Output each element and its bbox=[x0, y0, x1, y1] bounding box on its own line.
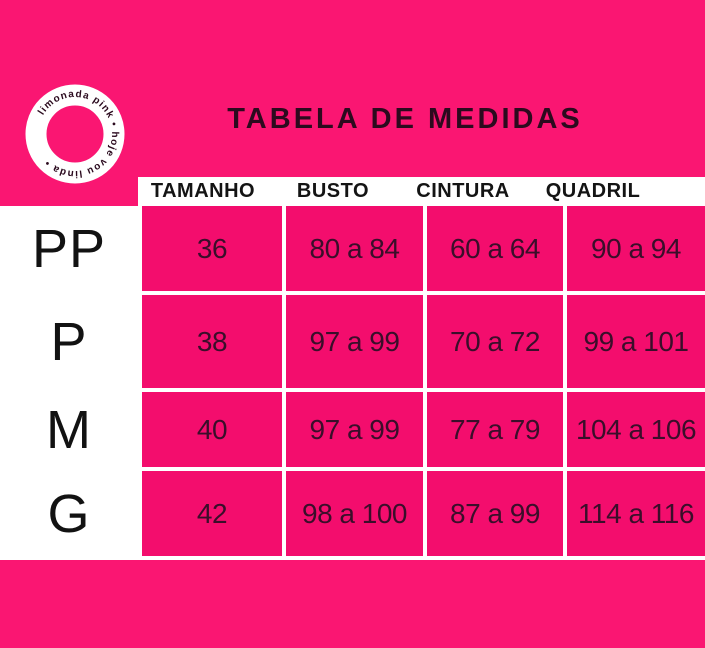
cell-p-busto: 97 a 99 bbox=[286, 295, 423, 388]
column-header-cintura: CINTURA bbox=[416, 180, 510, 202]
column-header-quadril: QUADRIL bbox=[545, 180, 641, 202]
table-header-row: TAMANHO BUSTO CINTURA QUADRIL bbox=[138, 177, 705, 206]
cell-pp-busto: 80 a 84 bbox=[286, 206, 423, 291]
cell-pp-quadril: 90 a 94 bbox=[567, 206, 705, 291]
size-label-p: P bbox=[50, 311, 88, 372]
column-header-tamanho: TAMANHO bbox=[150, 180, 256, 202]
cell-m-busto: 97 a 99 bbox=[286, 392, 423, 467]
logo-ring-icon: limonada pink • hoje vou linda • bbox=[13, 72, 136, 195]
brand-logo: limonada pink • hoje vou linda • bbox=[13, 72, 136, 195]
cell-m-tamanho: 40 bbox=[142, 392, 282, 467]
size-label-g: G bbox=[47, 483, 91, 544]
cell-g-tamanho: 42 bbox=[142, 471, 282, 556]
cell-g-busto: 98 a 100 bbox=[286, 471, 423, 556]
logo-ring bbox=[25, 84, 125, 184]
cell-pp-cintura: 60 a 64 bbox=[427, 206, 563, 291]
measurements-grid: 36 80 a 84 60 a 64 90 a 94 38 97 a 99 70… bbox=[138, 206, 705, 560]
cell-p-cintura: 70 a 72 bbox=[427, 295, 563, 388]
cell-pp-tamanho: 36 bbox=[142, 206, 282, 291]
page-title: TABELA DE MEDIDAS bbox=[227, 103, 583, 135]
size-label-column: PP P M G bbox=[0, 206, 138, 560]
cell-g-quadril: 114 a 116 bbox=[567, 471, 705, 556]
cell-p-quadril: 99 a 101 bbox=[567, 295, 705, 388]
size-label-pp: PP bbox=[31, 218, 107, 279]
size-label-m: M bbox=[46, 399, 92, 460]
cell-m-quadril: 104 a 106 bbox=[567, 392, 705, 467]
cell-p-tamanho: 38 bbox=[142, 295, 282, 388]
cell-m-cintura: 77 a 79 bbox=[427, 392, 563, 467]
column-header-busto: BUSTO bbox=[296, 180, 370, 202]
cell-g-cintura: 87 a 99 bbox=[427, 471, 563, 556]
